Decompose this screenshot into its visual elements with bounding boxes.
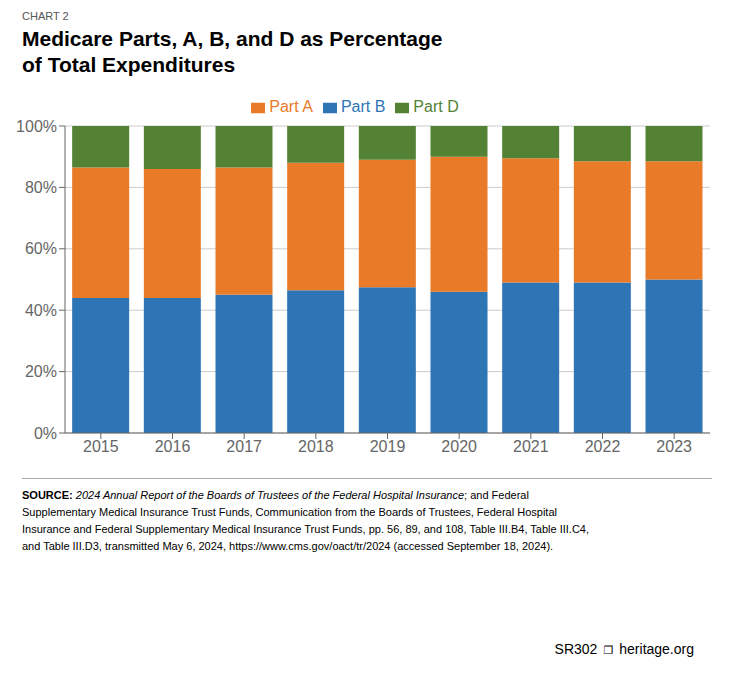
svg-text:0%: 0% — [34, 425, 57, 442]
svg-text:100%: 100% — [16, 118, 57, 135]
svg-text:2016: 2016 — [155, 438, 191, 455]
svg-text:2020: 2020 — [441, 438, 477, 455]
html-text:Part A: Part A — [269, 98, 313, 115]
html-text:Part B: Part B — [340, 98, 386, 115]
html-text:and Table III.D3, transmitted: and Table III.D3, transmitted May 6, 202… — [22, 540, 554, 552]
svg-text:2023: 2023 — [656, 438, 692, 455]
html-text:CHART 2: CHART 2 — [22, 10, 69, 22]
html-text:Medicare Parts, A, B, and D as: Medicare Parts, A, B, and D as Percentag… — [22, 27, 443, 50]
svg-text:80%: 80% — [25, 179, 57, 196]
html-text:Insurance and Federal Suppleme: Insurance and Federal Supplementary Medi… — [22, 523, 589, 535]
svg-text:20%: 20% — [25, 363, 57, 380]
html-text:Part D: Part D — [413, 98, 459, 115]
svg-text:40%: 40% — [25, 302, 57, 319]
svg-text:60%: 60% — [25, 240, 57, 257]
html-text:SOURCE: 2024 Annual Report of: SOURCE: 2024 Annual Report of the Boards… — [22, 489, 529, 501]
svg-text:2017: 2017 — [226, 438, 262, 455]
html-text:SR302 ❐ heritage.org: SR302 ❐ heritage.org — [554, 641, 694, 657]
svg-text:2021: 2021 — [513, 438, 549, 455]
svg-text:2015: 2015 — [83, 438, 119, 455]
html-text:Supplementary Medical Insuranc: Supplementary Medical Insurance Trust Fu… — [22, 506, 557, 518]
svg-text:2022: 2022 — [585, 438, 621, 455]
svg-text:2018: 2018 — [298, 438, 334, 455]
html-text:of Total Expenditures: of Total Expenditures — [22, 53, 236, 76]
svg-text:2019: 2019 — [370, 438, 406, 455]
